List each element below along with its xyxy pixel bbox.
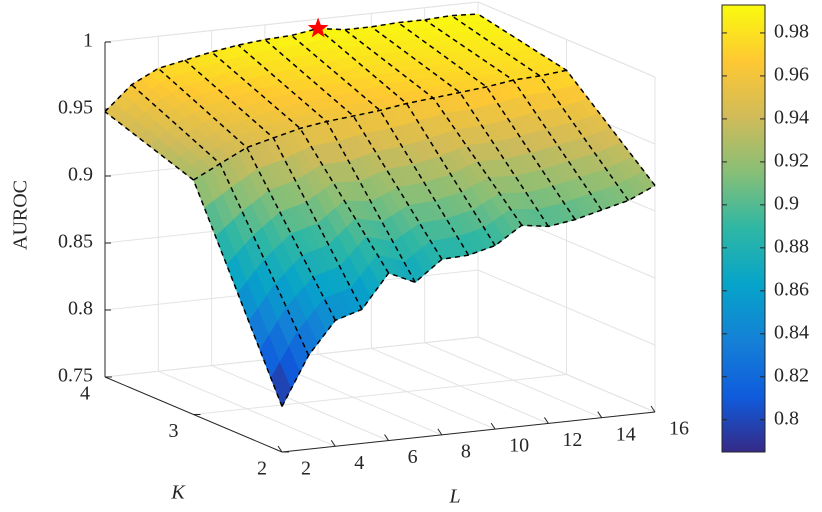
mesh-line-l <box>477 13 656 186</box>
colorbar-tick-label: 0.94 <box>774 106 809 128</box>
y-tick-label: 3 <box>169 420 179 442</box>
x-tick <box>437 428 443 436</box>
x-tick-label: 12 <box>562 429 582 451</box>
x-tick <box>544 417 549 424</box>
x-tick <box>650 405 656 413</box>
z-axis-label: AUROC <box>10 180 32 250</box>
x-tick-label: 16 <box>669 418 689 440</box>
mesh-line-k <box>193 69 567 181</box>
x-tick-label: 8 <box>461 440 471 462</box>
z-tick-label: 1 <box>83 30 93 52</box>
y-tick-label: 2 <box>257 458 267 480</box>
z-tick-label: 0.85 <box>58 231 93 253</box>
colorbar-tick-label: 0.8 <box>774 407 799 429</box>
z-tick-label: 0.8 <box>68 298 93 320</box>
colorbar-tick-label: 0.82 <box>774 364 809 386</box>
z-tick-label: 0.9 <box>68 164 93 186</box>
y-axis-label: K <box>170 482 186 504</box>
colorbar-tick-label: 0.96 <box>774 64 809 86</box>
y-tick-label: 4 <box>80 383 90 405</box>
z-grid-line <box>104 336 656 413</box>
z-tick-label: 0.95 <box>58 97 93 119</box>
colorbar <box>721 4 766 453</box>
mesh-line-l <box>264 39 443 260</box>
colorbar-tick-label: 0.92 <box>774 149 809 171</box>
x-tick-label: 4 <box>354 452 364 474</box>
colorbar-tick-label: 0.86 <box>774 278 809 300</box>
x-tick <box>597 411 603 418</box>
z-tick-label: 0.75 <box>58 365 93 387</box>
max-marker <box>307 17 329 38</box>
x-tick-label: 6 <box>408 446 418 468</box>
x-tick <box>330 440 336 447</box>
x-axis <box>281 411 656 453</box>
x-tick-label: 2 <box>301 458 311 480</box>
colorbar-tick-label: 0.98 <box>774 21 809 43</box>
mesh-line-l <box>104 111 283 407</box>
mesh-line-l <box>424 19 603 211</box>
mesh-line-l <box>184 59 363 310</box>
mesh-line-l <box>157 67 336 321</box>
colorbar-tick-label: 0.88 <box>774 235 809 257</box>
mesh-line-l <box>317 27 496 246</box>
mesh-line-l <box>131 84 310 356</box>
x-tick-label: 14 <box>616 423 636 445</box>
x-tick <box>277 445 283 453</box>
colorbar-tick-label: 0.9 <box>774 192 799 214</box>
x-tick <box>490 422 496 430</box>
x-tick <box>384 434 389 441</box>
colorbar-tick-label: 0.84 <box>774 321 809 343</box>
surface <box>104 13 656 408</box>
mesh-line-l <box>291 34 470 256</box>
mesh-line-l <box>211 51 390 274</box>
x-tick-label: 10 <box>509 435 529 457</box>
x-axis-label: L <box>448 486 460 508</box>
mesh-line-l <box>237 44 416 283</box>
mesh-line-l <box>344 29 523 226</box>
